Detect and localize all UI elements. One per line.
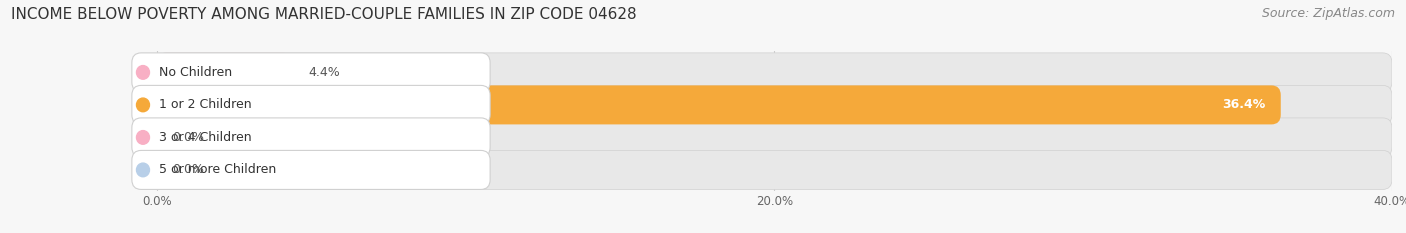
FancyBboxPatch shape: [132, 53, 491, 92]
Circle shape: [136, 130, 149, 144]
FancyBboxPatch shape: [156, 151, 1392, 189]
Circle shape: [136, 65, 149, 79]
Text: 0.0%: 0.0%: [172, 163, 204, 176]
Circle shape: [136, 163, 149, 177]
FancyBboxPatch shape: [156, 53, 292, 92]
Text: 0.0%: 0.0%: [172, 131, 204, 144]
Text: 36.4%: 36.4%: [1222, 98, 1265, 111]
Circle shape: [136, 98, 149, 112]
Text: 3 or 4 Children: 3 or 4 Children: [159, 131, 252, 144]
Text: No Children: No Children: [159, 66, 232, 79]
Text: 4.4%: 4.4%: [308, 66, 340, 79]
FancyBboxPatch shape: [156, 53, 1392, 92]
FancyBboxPatch shape: [156, 118, 1392, 157]
Text: INCOME BELOW POVERTY AMONG MARRIED-COUPLE FAMILIES IN ZIP CODE 04628: INCOME BELOW POVERTY AMONG MARRIED-COUPL…: [11, 7, 637, 22]
Text: 1 or 2 Children: 1 or 2 Children: [159, 98, 252, 111]
Text: 5 or more Children: 5 or more Children: [159, 163, 276, 176]
Text: Source: ZipAtlas.com: Source: ZipAtlas.com: [1261, 7, 1395, 20]
FancyBboxPatch shape: [132, 151, 491, 189]
FancyBboxPatch shape: [156, 86, 1281, 124]
FancyBboxPatch shape: [132, 86, 491, 124]
FancyBboxPatch shape: [156, 86, 1392, 124]
FancyBboxPatch shape: [132, 118, 491, 157]
